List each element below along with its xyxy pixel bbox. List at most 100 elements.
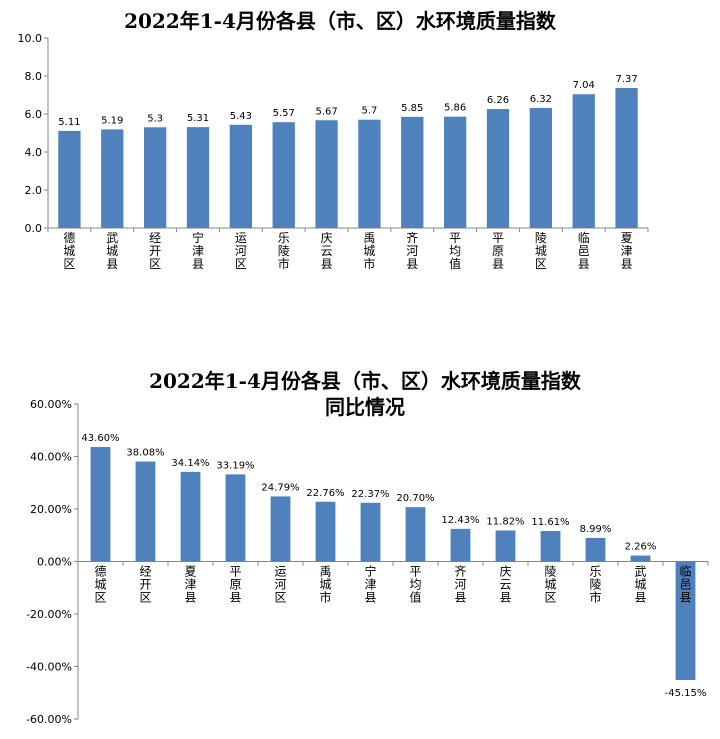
chart1-y-tick-label: 6.0 [25,108,43,121]
chart1-data-label: 5.3 [147,113,163,124]
chart2-data-label: 12.43% [441,515,479,526]
chart2-bar [135,461,156,562]
chart2-data-label: 2.26% [625,542,657,553]
chart1-category-char: 平 [449,231,461,245]
chart2-category-char: 陵 [589,578,601,592]
chart2-category-label: 平原县 [229,565,241,605]
chart2-category-label: 陵城区 [544,565,556,605]
chart2-category-char: 庆 [499,565,511,579]
chart1-category-label: 武城县 [106,231,118,271]
chart2-category-char: 乐 [589,565,601,579]
chart1-data-label: 5.67 [315,106,337,117]
chart1-category-char: 平 [492,231,504,245]
chart2-y-tick-label: 40.00% [30,451,72,464]
chart2-bar [180,471,201,562]
chart2-bar [360,502,381,562]
chart2-category-char: 齐 [454,564,466,579]
chart2-y-tick-label: -40.00% [26,661,72,674]
chart1-category-char: 城 [106,244,118,258]
chart1-category-label: 乐陵市 [278,231,290,271]
chart2-category-char: 夏 [184,565,196,579]
chart1-y-tick-label: 4.0 [25,146,43,159]
chart2-y-tick-label: 20.00% [30,503,72,516]
chart2-bar [90,447,111,562]
chart1-category-char: 临 [578,231,590,245]
chart2-y-tick-label: 60.00% [30,398,72,411]
chart1-category-char: 县 [321,257,333,271]
chart-1-svg: 2022年1-4月份各县（市、区）水环境质量指数 0.0 2.0 4.0 6.0 8.0 1… [18,9,649,271]
chart2-category-char: 开 [139,578,151,592]
chart1-category-char: 区 [535,257,547,271]
chart1-category-char: 运 [235,231,247,245]
chart2-category-char: 津 [184,578,196,592]
chart2-category-char: 河 [454,578,466,592]
chart2-category-char: 市 [319,590,331,605]
chart2-category-char: 值 [409,590,421,605]
chart1-category-char: 县 [621,257,633,271]
chart2-y-tick-label: 0.00% [37,556,72,569]
chart1-data-label: 5.7 [361,106,377,117]
chart1-y-tick-label: 2.0 [25,184,43,197]
chart2-bar [495,530,516,562]
chart2-category-char: 陵 [544,565,556,579]
chart1-category-char: 值 [449,256,461,271]
chart2-data-label: 34.14% [171,458,209,469]
chart1-category-char: 县 [406,257,418,271]
chart2-category-char: 区 [139,591,151,605]
chart2-category-char: 运 [274,565,286,579]
chart2-category-label: 禹城市 [319,565,331,605]
chart2-category-char: 城 [544,578,556,592]
chart1-bar [615,87,638,228]
chart2-category-char: 邑 [679,578,691,592]
chart1-category-label: 庆云县 [321,231,333,271]
chart1-y-tick-label: 0.0 [25,222,43,235]
chart1-category-char: 云 [321,244,333,258]
chart1-category-label: 齐河县 [406,230,418,271]
chart2-data-label: 11.61% [531,517,569,528]
chart1-title: 2022年1-4月份各县（市、区）水环境质量指数 [124,9,557,33]
chart1-data-label: 5.19 [101,115,123,126]
chart2-category-char: 原 [229,578,241,592]
chart2-data-label: 8.99% [580,524,612,535]
chart2-category-char: 禹 [319,565,331,579]
chart1-data-label: 6.26 [487,95,509,106]
chart1-data-label: 6.32 [530,94,552,105]
chart2-bar [450,528,471,562]
chart1-category-char: 区 [63,257,75,271]
chart2-category-char: 县 [499,591,511,605]
chart1-category-char: 城 [363,244,375,258]
chart1-bar [101,129,124,228]
chart1-category-char: 武 [106,231,118,245]
chart2-category-label: 武城县 [634,565,646,605]
chart2-category-char: 武 [634,565,646,579]
chart1-category-label: 平原县 [492,231,504,271]
chart1-data-label: 5.43 [230,111,252,122]
chart1-data-label: 5.11 [58,117,80,128]
chart2-data-label: 22.76% [306,488,344,499]
chart1-bar [444,116,467,228]
chart2-category-char: 县 [679,591,691,605]
chart2-category-char: 市 [589,590,601,605]
chart2-category-char: 县 [229,591,241,605]
chart2-category-char: 平 [229,565,241,579]
chart2-category-char: 德 [94,564,106,579]
chart1-category-char: 齐 [406,230,418,245]
chart1-category-label: 宁津县 [192,230,204,271]
chart1-category-label: 德城区 [63,230,75,271]
chart1-category-label: 禹城市 [363,231,375,271]
chart1-category-label: 运河区 [235,231,247,271]
chart1-category-char: 开 [149,244,161,258]
chart1-category-label: 夏津县 [621,231,633,271]
chart2-category-char: 区 [544,591,556,605]
chart2-category-char: 临 [679,565,691,579]
chart1-y-tick-label: 8.0 [25,70,43,83]
chart2-category-char: 经 [139,565,151,579]
chart2-bar [630,555,651,562]
chart1-data-label: 7.04 [573,80,595,91]
chart2-y-tick-label: -60.00% [26,713,72,726]
chart1-category-char: 河 [235,244,247,258]
chart1-category-char: 陵 [535,231,547,245]
chart2-bar [675,561,696,681]
chart1-category-char: 区 [149,257,161,271]
chart1-bar [529,107,552,228]
